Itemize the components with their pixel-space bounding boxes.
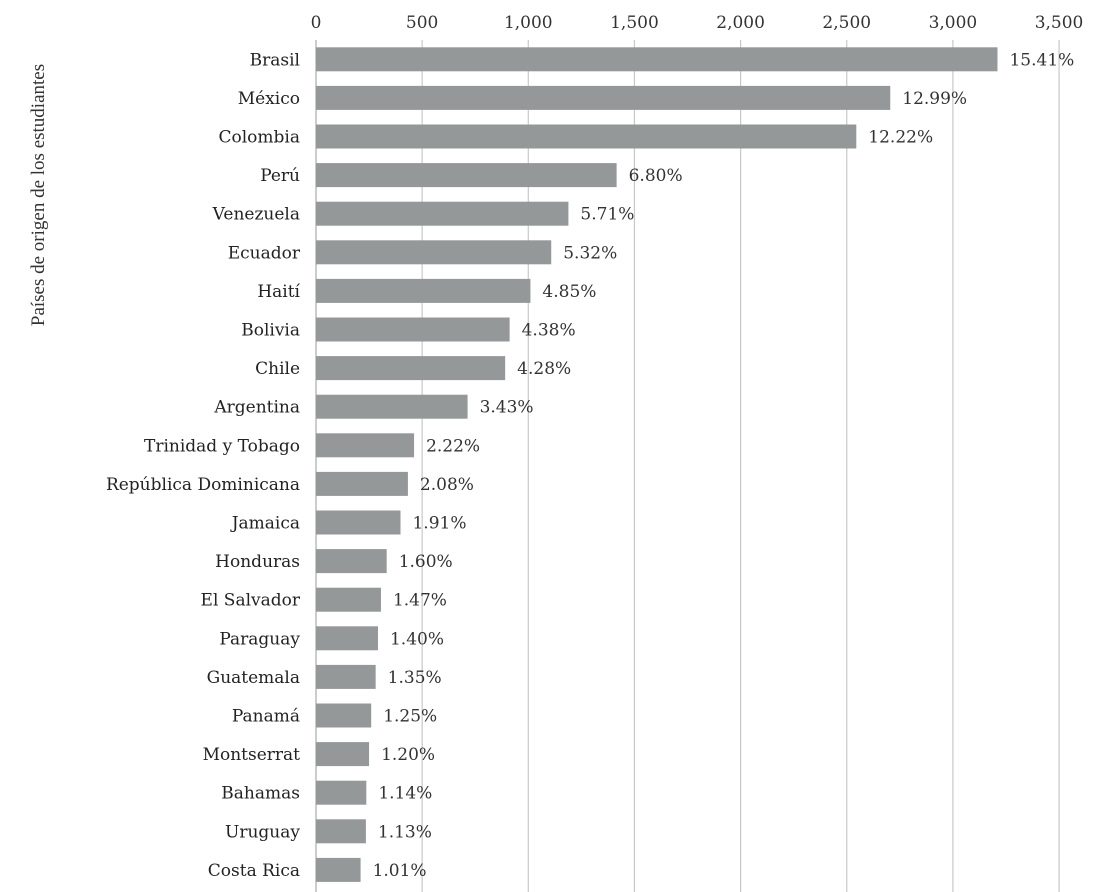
category-label: Argentina — [213, 398, 300, 418]
bar — [316, 549, 387, 574]
data-label: 3.43% — [480, 398, 534, 418]
category-label: Honduras — [215, 552, 300, 572]
bar — [316, 857, 361, 882]
data-labels: 15.41% 12.99% 12.22% 6.80% 5.71% 5.32% 4.85% 4.… — [373, 50, 1075, 881]
bar — [316, 356, 506, 381]
category-label: Venezuela — [212, 205, 300, 225]
x-tick-label: 0 — [311, 13, 322, 33]
data-label: 15.41% — [1009, 50, 1074, 70]
category-label: Brasil — [250, 50, 300, 70]
category-label: Montserrat — [203, 745, 301, 765]
bar — [316, 703, 372, 728]
category-label: Perú — [260, 166, 300, 186]
x-axis-ticks: 0 500 1,000 1,500 2,000 2,500 3,000 3,500 — [311, 13, 1084, 33]
data-label: 4.38% — [522, 321, 576, 341]
data-label: 5.71% — [580, 205, 634, 225]
data-label: 2.08% — [420, 475, 474, 495]
data-label: 12.99% — [902, 89, 967, 109]
data-label: 1.91% — [412, 514, 466, 534]
category-label: El Salvador — [201, 591, 301, 611]
category-labels: Brasil México Colombia Perú Venezuela Ecuador… — [106, 50, 301, 881]
x-tick-label: 1,000 — [504, 13, 553, 33]
bars — [316, 47, 998, 882]
data-label: 12.22% — [868, 128, 933, 148]
bar — [316, 433, 415, 458]
data-label: 1.40% — [390, 629, 444, 649]
x-tick-label: 3,500 — [1035, 13, 1084, 33]
bar — [316, 317, 510, 342]
data-label: 1.13% — [378, 822, 432, 842]
data-label: 1.25% — [383, 707, 437, 727]
x-tick-label: 1,500 — [610, 13, 659, 33]
category-label: Colombia — [219, 128, 301, 148]
bar — [316, 163, 617, 188]
x-tick-label: 2,500 — [822, 13, 871, 33]
data-label: 1.01% — [373, 861, 427, 881]
x-tick-label: 500 — [406, 13, 438, 33]
bar — [316, 394, 468, 419]
category-label: Chile — [255, 359, 300, 379]
bar — [316, 85, 891, 110]
data-label: 1.60% — [399, 552, 453, 572]
bar — [316, 471, 408, 496]
category-label: México — [238, 89, 300, 109]
bar — [316, 124, 857, 149]
bar — [316, 240, 552, 265]
bar — [316, 510, 401, 535]
category-label: República Dominicana — [106, 475, 300, 495]
category-label: Ecuador — [228, 243, 301, 263]
category-label: Bahamas — [221, 784, 300, 804]
data-label: 1.20% — [381, 745, 435, 765]
category-label: Guatemala — [207, 668, 300, 688]
data-label: 2.22% — [426, 436, 480, 456]
data-label: 5.32% — [563, 243, 617, 263]
data-label: 1.47% — [393, 591, 447, 611]
data-label: 1.14% — [378, 784, 432, 804]
category-label: Uruguay — [225, 822, 300, 842]
bar — [316, 626, 378, 651]
bar — [316, 587, 381, 612]
x-tick-label: 3,000 — [929, 13, 978, 33]
category-label: Jamaica — [230, 514, 300, 534]
y-axis-label: Países de origen de los estudiantes — [28, 64, 49, 326]
category-label: Trinidad y Tobago — [144, 436, 300, 456]
category-label: Paraguay — [219, 629, 300, 649]
category-label: Costa Rica — [208, 861, 300, 881]
category-label: Panamá — [232, 707, 300, 727]
x-tick-label: 2,000 — [716, 13, 765, 33]
bar — [316, 201, 569, 226]
category-label: Haití — [257, 282, 300, 302]
data-label: 4.28% — [517, 359, 571, 379]
bar — [316, 47, 998, 72]
data-label: 1.35% — [388, 668, 442, 688]
data-label: 4.85% — [542, 282, 596, 302]
bar — [316, 780, 367, 805]
bar — [316, 742, 370, 767]
bar — [316, 819, 366, 844]
bar — [316, 278, 531, 303]
bar — [316, 664, 376, 689]
data-label: 6.80% — [629, 166, 683, 186]
category-label: Bolivia — [241, 321, 300, 341]
